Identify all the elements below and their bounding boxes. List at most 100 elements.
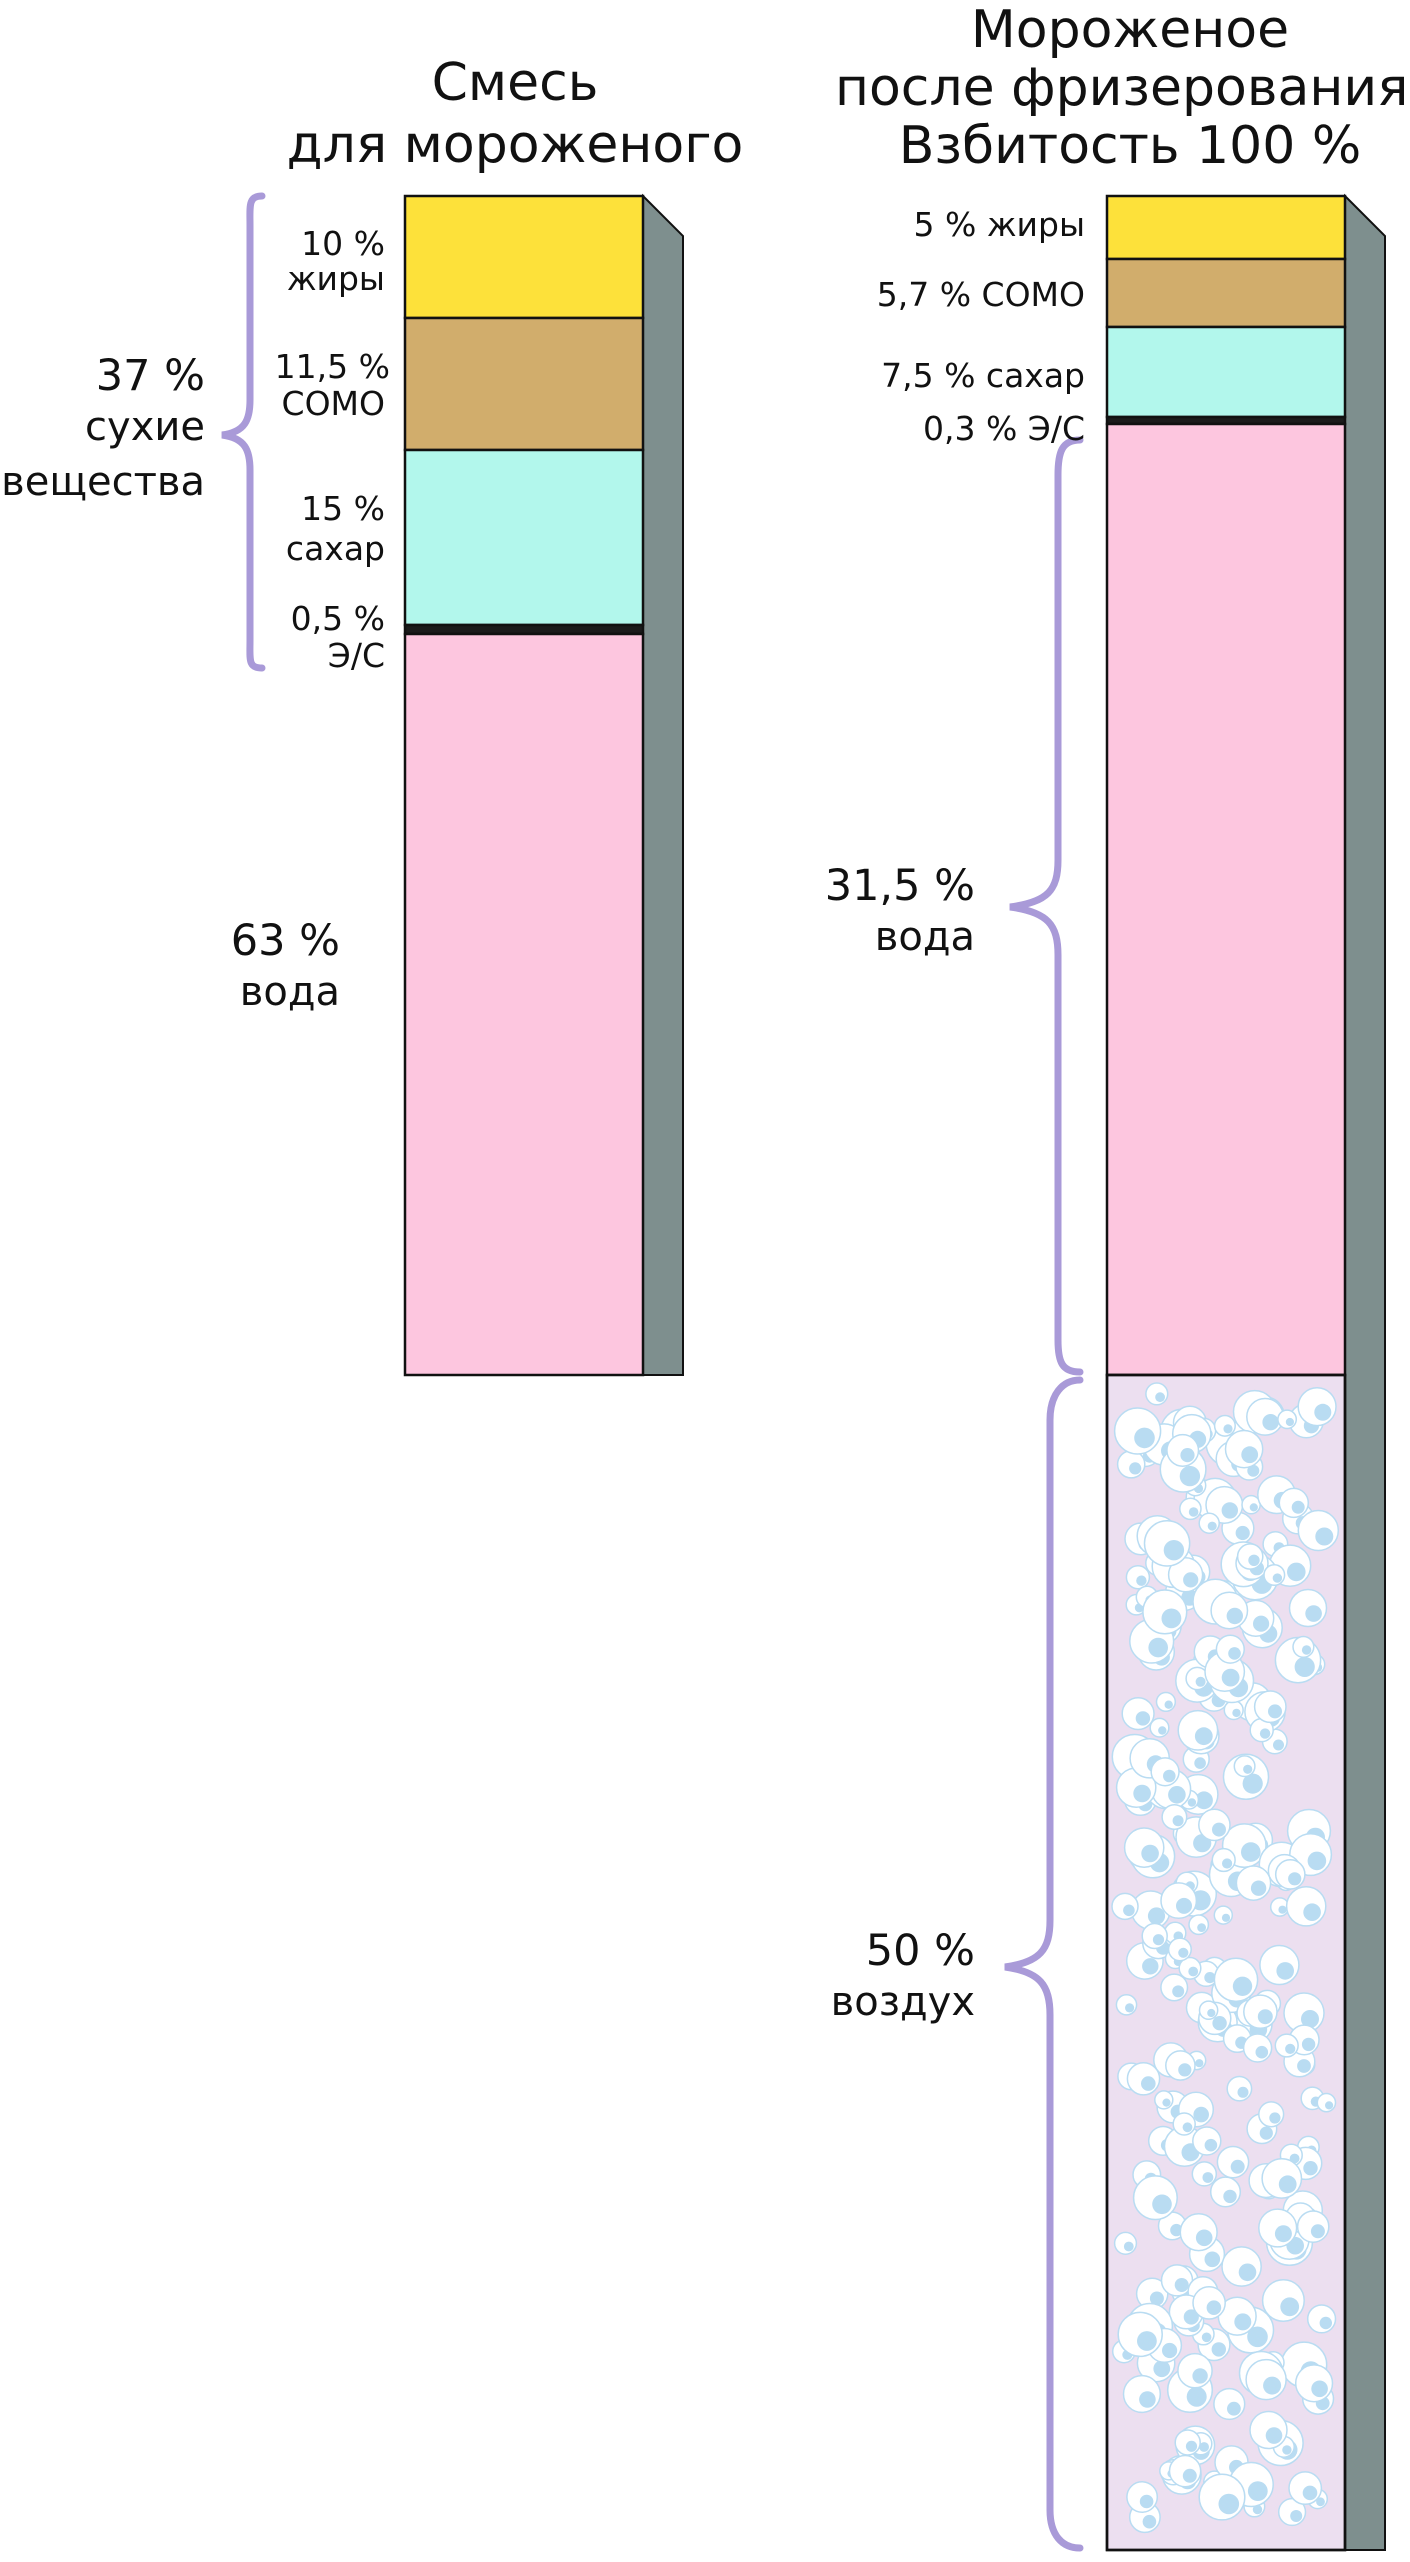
mix-column	[403, 193, 684, 1377]
air-bubble-core	[1222, 1858, 1233, 1869]
air-bubble-core	[1294, 1656, 1315, 1677]
air-bubble-core	[1237, 2086, 1249, 2098]
air-bubble-core	[1204, 2251, 1221, 2268]
air-bubble-core	[1123, 1904, 1135, 1917]
ice-cream-es-text: 0,3 % Э/С	[923, 409, 1085, 448]
air-bubble-core	[1194, 1727, 1213, 1746]
air-bubble-core	[1265, 2427, 1283, 2444]
air-bubble-core	[1142, 2514, 1157, 2529]
air-bubble-core	[1303, 2161, 1318, 2176]
air-bubble-core	[1307, 1851, 1327, 1871]
air-bubble-core	[1172, 1815, 1184, 1827]
air-bubble-core	[1257, 2009, 1273, 2025]
ice-cream-air-percent: 50 %	[866, 1926, 975, 1976]
air-bubble-core	[1183, 2309, 1199, 2325]
mix-sugar-percent: 15 %	[301, 489, 385, 528]
air-bubble-core	[1195, 1791, 1213, 1810]
air-bubble-core	[1161, 1608, 1182, 1629]
air-bubble-core	[1223, 2189, 1237, 2204]
mix-sugar-segment	[403, 448, 645, 627]
air-bubble-core	[1301, 2037, 1316, 2052]
ice-cream-sugar-text: 7,5 % сахар	[881, 356, 1085, 395]
air-bubble-core	[1247, 1464, 1260, 1477]
air-bubble-core	[1230, 2159, 1245, 2174]
ice-cream-fat-text: 5 % жиры	[913, 205, 1085, 244]
air-bubble-core	[1174, 2278, 1189, 2292]
air-bubble-core	[1262, 1414, 1279, 1431]
air-bubble-core	[1325, 2101, 1334, 2110]
air-bubble-core	[1185, 2440, 1198, 2452]
air-bubble-core	[1272, 1573, 1283, 1583]
air-bubble-core	[1247, 2481, 1268, 2502]
air-bubble-core	[1199, 2442, 1209, 2452]
ice-cream-fat-segment	[1105, 194, 1347, 261]
air-bubble-core	[1179, 1465, 1201, 1487]
air-bubble-core	[1158, 1726, 1167, 1735]
air-bubble-core	[1125, 2003, 1135, 2013]
air-bubble-core	[1163, 1540, 1185, 1561]
air-bubble-core	[1247, 2326, 1268, 2348]
air-bubble-core	[1243, 1764, 1253, 1774]
air-bubble-core	[1186, 2386, 1207, 2407]
air-bubble-core	[1212, 2016, 1227, 2031]
air-bubble-core	[1319, 2316, 1333, 2330]
air-bubble-core	[1235, 1525, 1250, 1541]
air-bubble-core	[1242, 1773, 1263, 1794]
air-bubble-core	[1285, 1417, 1294, 1427]
air-bubble-core	[1297, 2059, 1311, 2073]
air-bubble-core	[1155, 1392, 1165, 1403]
air-bubble-core	[1301, 2010, 1319, 2028]
air-bubble-core	[1152, 2194, 1172, 2215]
air-bubbles	[1111, 1382, 1340, 2534]
air-bubble-core	[1194, 1757, 1206, 1769]
mix-water-segment	[403, 632, 645, 1377]
air-bubble-core	[1301, 1645, 1312, 1655]
air-bubble-core	[1188, 1966, 1199, 1977]
ice-cream-water-brace	[1009, 436, 1084, 1376]
mix-title-line1: Смесь	[432, 53, 599, 113]
air-bubble-core	[1316, 2497, 1325, 2507]
ice-cream-somo-text: 5,7 % СОМО	[877, 275, 1085, 314]
air-bubble-core	[1282, 2445, 1292, 2455]
air-bubble-core	[1202, 2172, 1214, 2183]
air-bubble-core	[1195, 2229, 1213, 2247]
mix-sugar-label: сахар	[286, 529, 385, 568]
ice-cream-air-label: воздух	[831, 1979, 975, 2025]
air-bubble-core	[1134, 1427, 1155, 1449]
air-bubble-core	[1153, 2360, 1171, 2378]
air-bubble-core	[1176, 1897, 1192, 1914]
air-bubble-core	[1162, 2342, 1178, 2359]
air-bubble-core	[1204, 2138, 1218, 2152]
ice-cream-air-outline	[1105, 1373, 1347, 2552]
ice-cream-somo-segment	[1105, 257, 1347, 329]
air-bubble-core	[1315, 1527, 1334, 1546]
air-bubble-core	[1255, 2045, 1269, 2059]
mix-title-line2: для мороженого	[287, 115, 744, 175]
air-bubble-core	[1206, 2300, 1222, 2315]
air-bubble-core	[1232, 1708, 1241, 1718]
air-bubble-core	[1170, 2223, 1183, 2237]
ice-cream-title-line2: после фризерования.	[835, 58, 1410, 118]
air-bubble-core	[1259, 1728, 1271, 1739]
air-bubble-core	[1241, 1446, 1259, 1464]
air-bubble-core	[1278, 2175, 1297, 2194]
air-bubble-core	[1182, 2122, 1193, 2133]
air-bubble-core	[1278, 1905, 1287, 1914]
air-bubble-core	[1314, 1403, 1332, 1421]
air-bubble-core	[1188, 1507, 1199, 1517]
air-bubble-core	[1302, 2485, 1318, 2501]
air-bubble-core	[1183, 1572, 1199, 1588]
air-bubble-core	[1288, 1872, 1302, 1886]
ice-cream-air-brace	[1004, 1376, 1084, 2552]
air-bubble-core	[1192, 2368, 1208, 2384]
air-bubble-core	[1178, 1947, 1189, 1958]
mix-es-label: Э/С	[328, 636, 385, 675]
air-bubble-core	[1193, 2106, 1209, 2123]
air-bubble-core	[1218, 2493, 1240, 2515]
air-bubble-core	[1204, 1972, 1216, 1984]
air-bubble-core	[1139, 2391, 1156, 2408]
air-bubble-core	[1164, 1700, 1173, 1709]
air-bubble-core	[1133, 1784, 1151, 1803]
air-bubble-core	[1221, 1668, 1240, 1687]
